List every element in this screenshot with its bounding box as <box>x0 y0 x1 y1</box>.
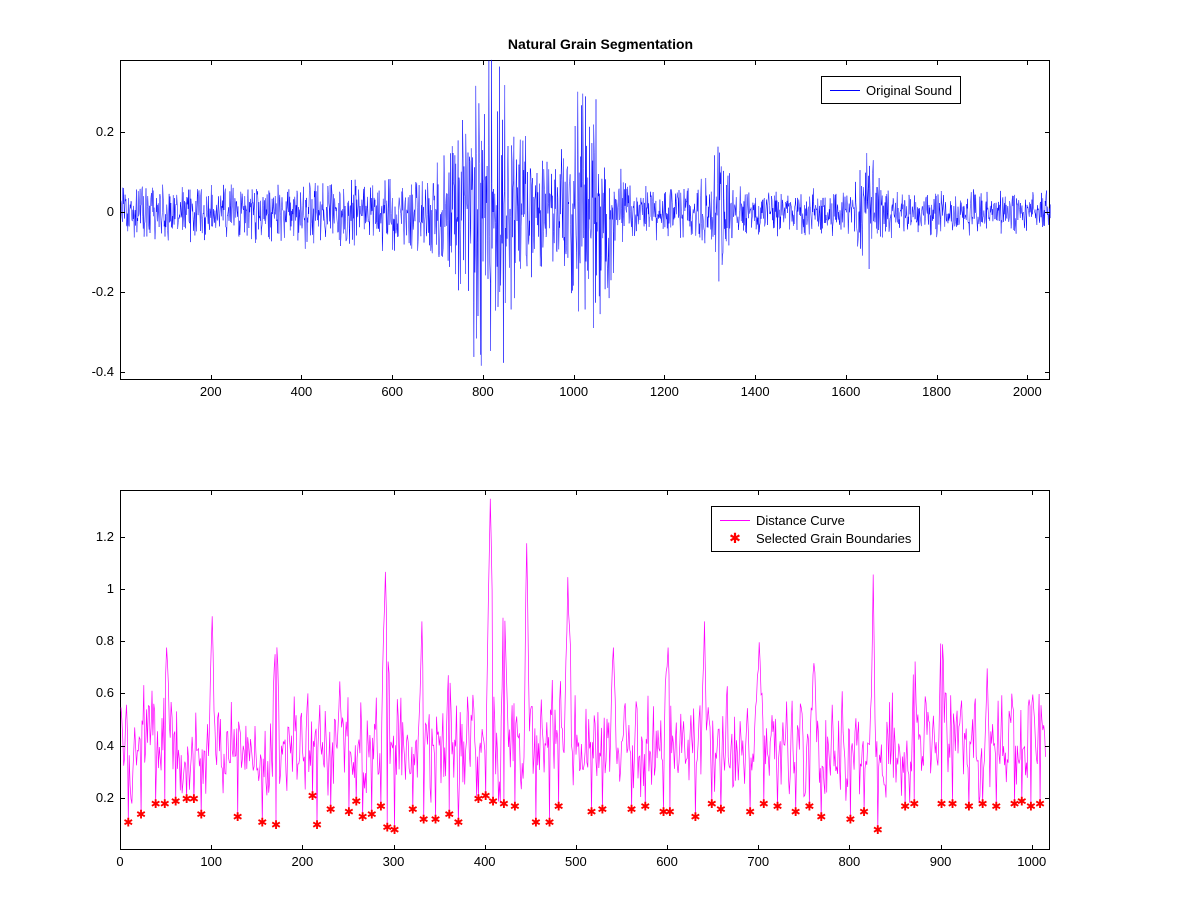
figure: Natural Grain Segmentation Original Soun… <box>0 0 1201 900</box>
y-tick-label: 1.2 <box>96 529 114 544</box>
y-tick-label: 0.2 <box>96 790 114 805</box>
x-tick-label: 400 <box>465 854 505 869</box>
x-tick-label: 300 <box>374 854 414 869</box>
x-tick-label: 600 <box>647 854 687 869</box>
x-tick-label: 1000 <box>1012 854 1052 869</box>
x-tick-label: 500 <box>556 854 596 869</box>
x-tick-label: 700 <box>738 854 778 869</box>
x-tick-label: 900 <box>921 854 961 869</box>
y-tick-label: 0.8 <box>96 633 114 648</box>
y-tick-label: 1 <box>107 581 114 596</box>
x-tick-label: 100 <box>191 854 231 869</box>
y-tick-label: 0.4 <box>96 738 114 753</box>
y-tick-label: 0.6 <box>96 685 114 700</box>
x-tick-label: 0 <box>100 854 140 869</box>
subplot-2-ticks: 0 100 200 300 400 500 600 700 800 900 1000 0.2 0.4 0.… <box>0 0 1201 900</box>
x-tick-label: 200 <box>282 854 322 869</box>
x-tick-label: 800 <box>829 854 869 869</box>
